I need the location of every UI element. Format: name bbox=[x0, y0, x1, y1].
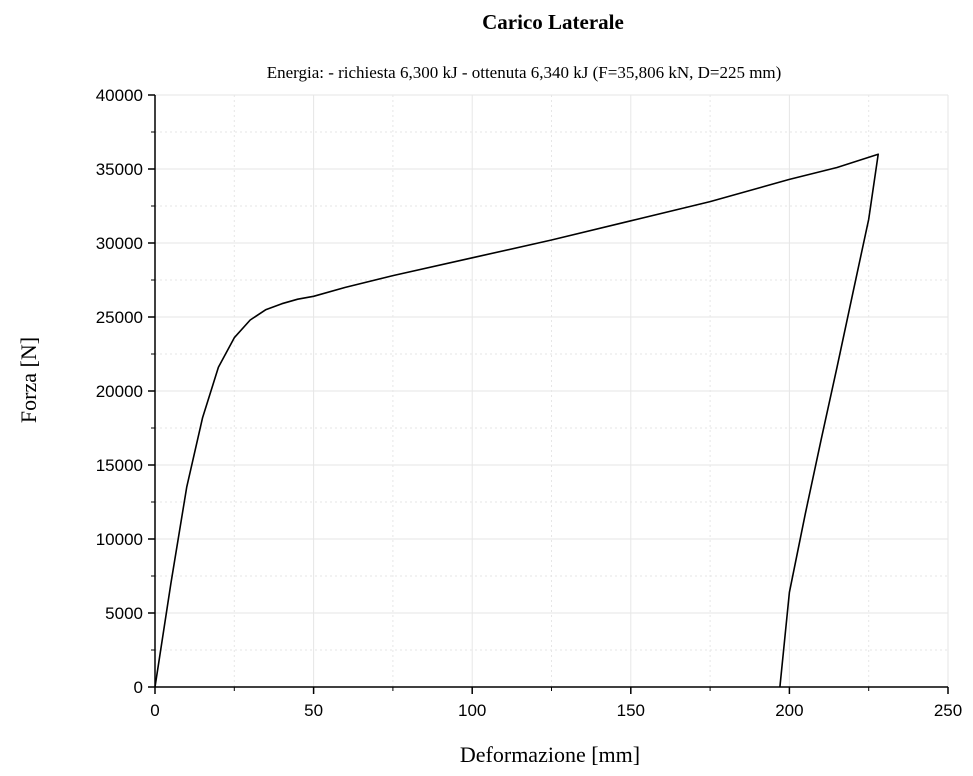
x-tick-label: 0 bbox=[150, 701, 159, 720]
ticks: 0 50 100 150 200 250 0 5000 10000 15000 20000 25000… bbox=[96, 86, 962, 720]
y-tick-label: 30000 bbox=[96, 234, 143, 253]
y-tick-label: 40000 bbox=[96, 86, 143, 105]
y-axis-label: Forza [N] bbox=[16, 337, 41, 423]
chart-title: Carico Laterale bbox=[482, 10, 624, 34]
y-tick-label: 35000 bbox=[96, 160, 143, 179]
chart-subtitle: Energia: - richiesta 6,300 kJ - ottenuta… bbox=[267, 63, 782, 82]
y-tick-label: 5000 bbox=[105, 604, 143, 623]
grid bbox=[155, 94, 949, 687]
x-tick-label: 200 bbox=[775, 701, 803, 720]
x-tick-label: 50 bbox=[304, 701, 323, 720]
x-tick-label: 150 bbox=[617, 701, 645, 720]
x-tick-label: 250 bbox=[934, 701, 962, 720]
y-tick-label: 20000 bbox=[96, 382, 143, 401]
y-tick-label: 0 bbox=[134, 678, 143, 697]
y-tick-label: 10000 bbox=[96, 530, 143, 549]
x-axis-label: Deformazione [mm] bbox=[460, 742, 640, 767]
series bbox=[154, 153, 880, 688]
x-tick-label: 100 bbox=[458, 701, 486, 720]
y-tick-label: 15000 bbox=[96, 456, 143, 475]
series-line bbox=[154, 153, 880, 688]
y-tick-label: 25000 bbox=[96, 308, 143, 327]
